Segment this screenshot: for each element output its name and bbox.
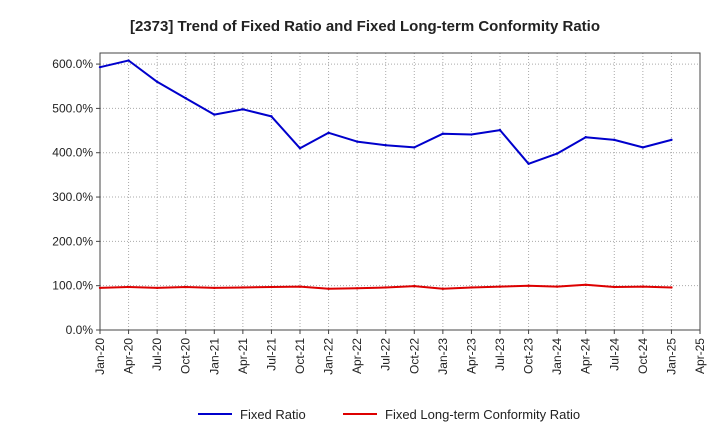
data-point [641, 285, 645, 288]
x-tick-label: Apr-24 [579, 338, 593, 374]
plot-area [100, 53, 700, 330]
legend: Fixed Ratio Fixed Long-term Conformity Ra… [198, 407, 580, 422]
data-point [355, 287, 359, 290]
y-tick-label: 300.0% [52, 190, 93, 204]
data-point [241, 108, 245, 111]
data-point [270, 285, 273, 289]
data-point [213, 286, 216, 290]
data-point [184, 285, 187, 289]
x-tick-label: Apr-23 [464, 338, 478, 374]
data-point [155, 80, 159, 84]
data-point [155, 286, 159, 290]
x-tick-label: Oct-23 [522, 338, 536, 374]
x-tick-label: Apr-25 [693, 338, 707, 374]
data-point [613, 138, 616, 142]
data-point [355, 140, 359, 143]
data-point [127, 285, 130, 289]
y-tick-label: 0.0% [66, 323, 94, 337]
y-tick-label: 100.0% [52, 279, 93, 293]
x-tick-label: Jul-21 [264, 338, 278, 371]
x-tick-label: Jul-22 [379, 338, 393, 371]
x-tick-label: Apr-22 [350, 338, 364, 374]
data-point [584, 283, 587, 286]
data-point [327, 131, 330, 134]
x-tick-label: Jan-25 [664, 338, 678, 375]
data-point [555, 152, 559, 155]
data-point [241, 286, 245, 289]
data-point [413, 146, 416, 149]
x-tick-label: Jul-23 [493, 338, 507, 371]
legend-label: Fixed Ratio [240, 407, 306, 422]
data-point [498, 128, 502, 132]
data-point [98, 286, 102, 290]
data-point [584, 136, 587, 139]
data-point [527, 162, 530, 165]
y-tick-label: 600.0% [52, 57, 93, 71]
data-point [298, 285, 302, 288]
x-tick-label: Apr-21 [236, 338, 250, 374]
x-tick-label: Oct-22 [407, 338, 421, 374]
series-layer [98, 59, 673, 290]
data-point [498, 285, 502, 288]
plot-frame [99, 52, 701, 331]
y-tick-label: 200.0% [52, 234, 93, 248]
data-point [670, 138, 673, 142]
data-point [470, 133, 473, 136]
data-point [470, 286, 473, 289]
data-point [298, 147, 302, 150]
data-point [527, 284, 530, 287]
data-point [413, 284, 416, 288]
x-tick-label: Jul-24 [607, 338, 621, 371]
data-point [441, 287, 445, 290]
data-point [670, 286, 673, 289]
x-tick-label: Jan-22 [322, 338, 336, 375]
data-point [384, 143, 387, 147]
x-tick-label: Jan-20 [93, 338, 107, 375]
data-point [641, 146, 645, 149]
x-tick-label: Oct-20 [179, 338, 193, 374]
data-point [613, 285, 616, 289]
y-tick-label: 400.0% [52, 146, 93, 160]
grid-layer [99, 53, 701, 331]
x-tick-label: Jan-21 [207, 338, 221, 375]
axis-layer: 0.0% 100.0% 200.0% 300.0% 400.0% 500.0% 600.0%… [52, 52, 707, 375]
data-point [441, 132, 445, 135]
data-point [555, 285, 559, 288]
legend-label: Fixed Long-term Conformity Ratio [385, 407, 580, 422]
x-tick-label: Oct-24 [636, 338, 650, 374]
data-point [213, 113, 216, 116]
data-point [270, 115, 273, 118]
x-tick-label: Jan-23 [436, 338, 450, 375]
x-tick-label: Oct-21 [293, 338, 307, 374]
x-tick-label: Jan-24 [550, 338, 564, 375]
chart-title: [2373] Trend of Fixed Ratio and Fixed Lo… [130, 18, 600, 35]
data-point [184, 97, 187, 100]
x-tick-label: Apr-20 [122, 338, 136, 374]
data-point [98, 65, 102, 69]
data-point [384, 286, 387, 289]
y-tick-label: 500.0% [52, 101, 93, 115]
data-point [127, 59, 130, 62]
data-point [327, 287, 330, 290]
x-tick-label: Jul-20 [150, 338, 164, 371]
